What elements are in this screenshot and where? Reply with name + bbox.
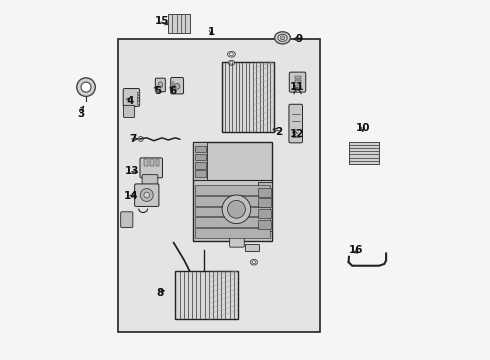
Bar <box>193 143 272 241</box>
Bar <box>258 182 272 231</box>
Ellipse shape <box>252 261 256 264</box>
FancyBboxPatch shape <box>155 78 165 92</box>
FancyBboxPatch shape <box>230 236 245 247</box>
FancyBboxPatch shape <box>121 212 133 228</box>
Bar <box>195 217 270 227</box>
FancyBboxPatch shape <box>289 104 302 143</box>
FancyBboxPatch shape <box>289 72 306 92</box>
Text: 10: 10 <box>356 123 370 133</box>
Ellipse shape <box>158 82 163 88</box>
Bar <box>137 98 139 100</box>
Circle shape <box>227 201 245 218</box>
Bar <box>175 271 238 319</box>
Bar <box>195 170 206 177</box>
Text: 4: 4 <box>126 96 134 107</box>
Bar <box>295 85 301 88</box>
Text: 6: 6 <box>169 86 176 96</box>
Bar <box>258 198 271 207</box>
Text: 7: 7 <box>129 134 136 144</box>
FancyBboxPatch shape <box>140 158 163 178</box>
Ellipse shape <box>250 259 258 265</box>
Text: 16: 16 <box>348 245 363 255</box>
Text: 9: 9 <box>295 34 302 44</box>
Text: 15: 15 <box>155 16 170 26</box>
Bar <box>195 154 206 161</box>
Bar <box>137 95 139 97</box>
Bar <box>258 188 271 197</box>
Text: 5: 5 <box>154 86 161 96</box>
Bar <box>168 14 190 33</box>
Bar <box>193 143 207 180</box>
FancyBboxPatch shape <box>123 89 140 107</box>
Circle shape <box>174 84 180 89</box>
Bar <box>172 89 173 91</box>
Ellipse shape <box>246 229 254 235</box>
Bar <box>195 185 270 195</box>
Bar <box>156 159 159 166</box>
FancyBboxPatch shape <box>142 175 158 188</box>
Text: 11: 11 <box>290 82 304 92</box>
Ellipse shape <box>275 32 291 44</box>
Bar <box>172 82 173 84</box>
Circle shape <box>77 78 96 96</box>
Bar <box>144 159 148 166</box>
Bar <box>137 92 139 94</box>
Bar <box>195 196 270 206</box>
Bar <box>172 85 173 88</box>
Bar <box>295 80 301 83</box>
Ellipse shape <box>227 51 235 57</box>
Bar <box>222 62 273 132</box>
Text: 1: 1 <box>207 27 215 37</box>
Text: 3: 3 <box>78 109 85 119</box>
FancyBboxPatch shape <box>123 105 135 117</box>
Bar <box>258 220 271 229</box>
Ellipse shape <box>229 53 233 56</box>
Bar <box>150 159 153 166</box>
Ellipse shape <box>228 60 235 65</box>
Circle shape <box>144 192 149 198</box>
Circle shape <box>140 189 153 202</box>
Bar <box>118 39 320 332</box>
Bar <box>137 102 139 104</box>
Circle shape <box>222 195 251 224</box>
Ellipse shape <box>230 62 233 64</box>
Ellipse shape <box>280 36 285 40</box>
Bar <box>348 142 379 164</box>
FancyBboxPatch shape <box>135 184 159 206</box>
Bar <box>258 209 271 218</box>
FancyBboxPatch shape <box>171 77 184 94</box>
Bar <box>245 244 259 251</box>
Text: 12: 12 <box>290 129 304 139</box>
Bar <box>195 162 206 169</box>
Text: 8: 8 <box>157 288 164 297</box>
Bar <box>195 207 270 216</box>
Bar <box>195 228 270 238</box>
Circle shape <box>81 82 91 92</box>
Ellipse shape <box>278 34 287 41</box>
Text: 13: 13 <box>125 166 140 176</box>
Bar <box>295 76 301 78</box>
Text: 2: 2 <box>275 127 283 137</box>
Text: 14: 14 <box>123 191 138 201</box>
Bar <box>195 145 206 152</box>
Circle shape <box>138 136 143 141</box>
